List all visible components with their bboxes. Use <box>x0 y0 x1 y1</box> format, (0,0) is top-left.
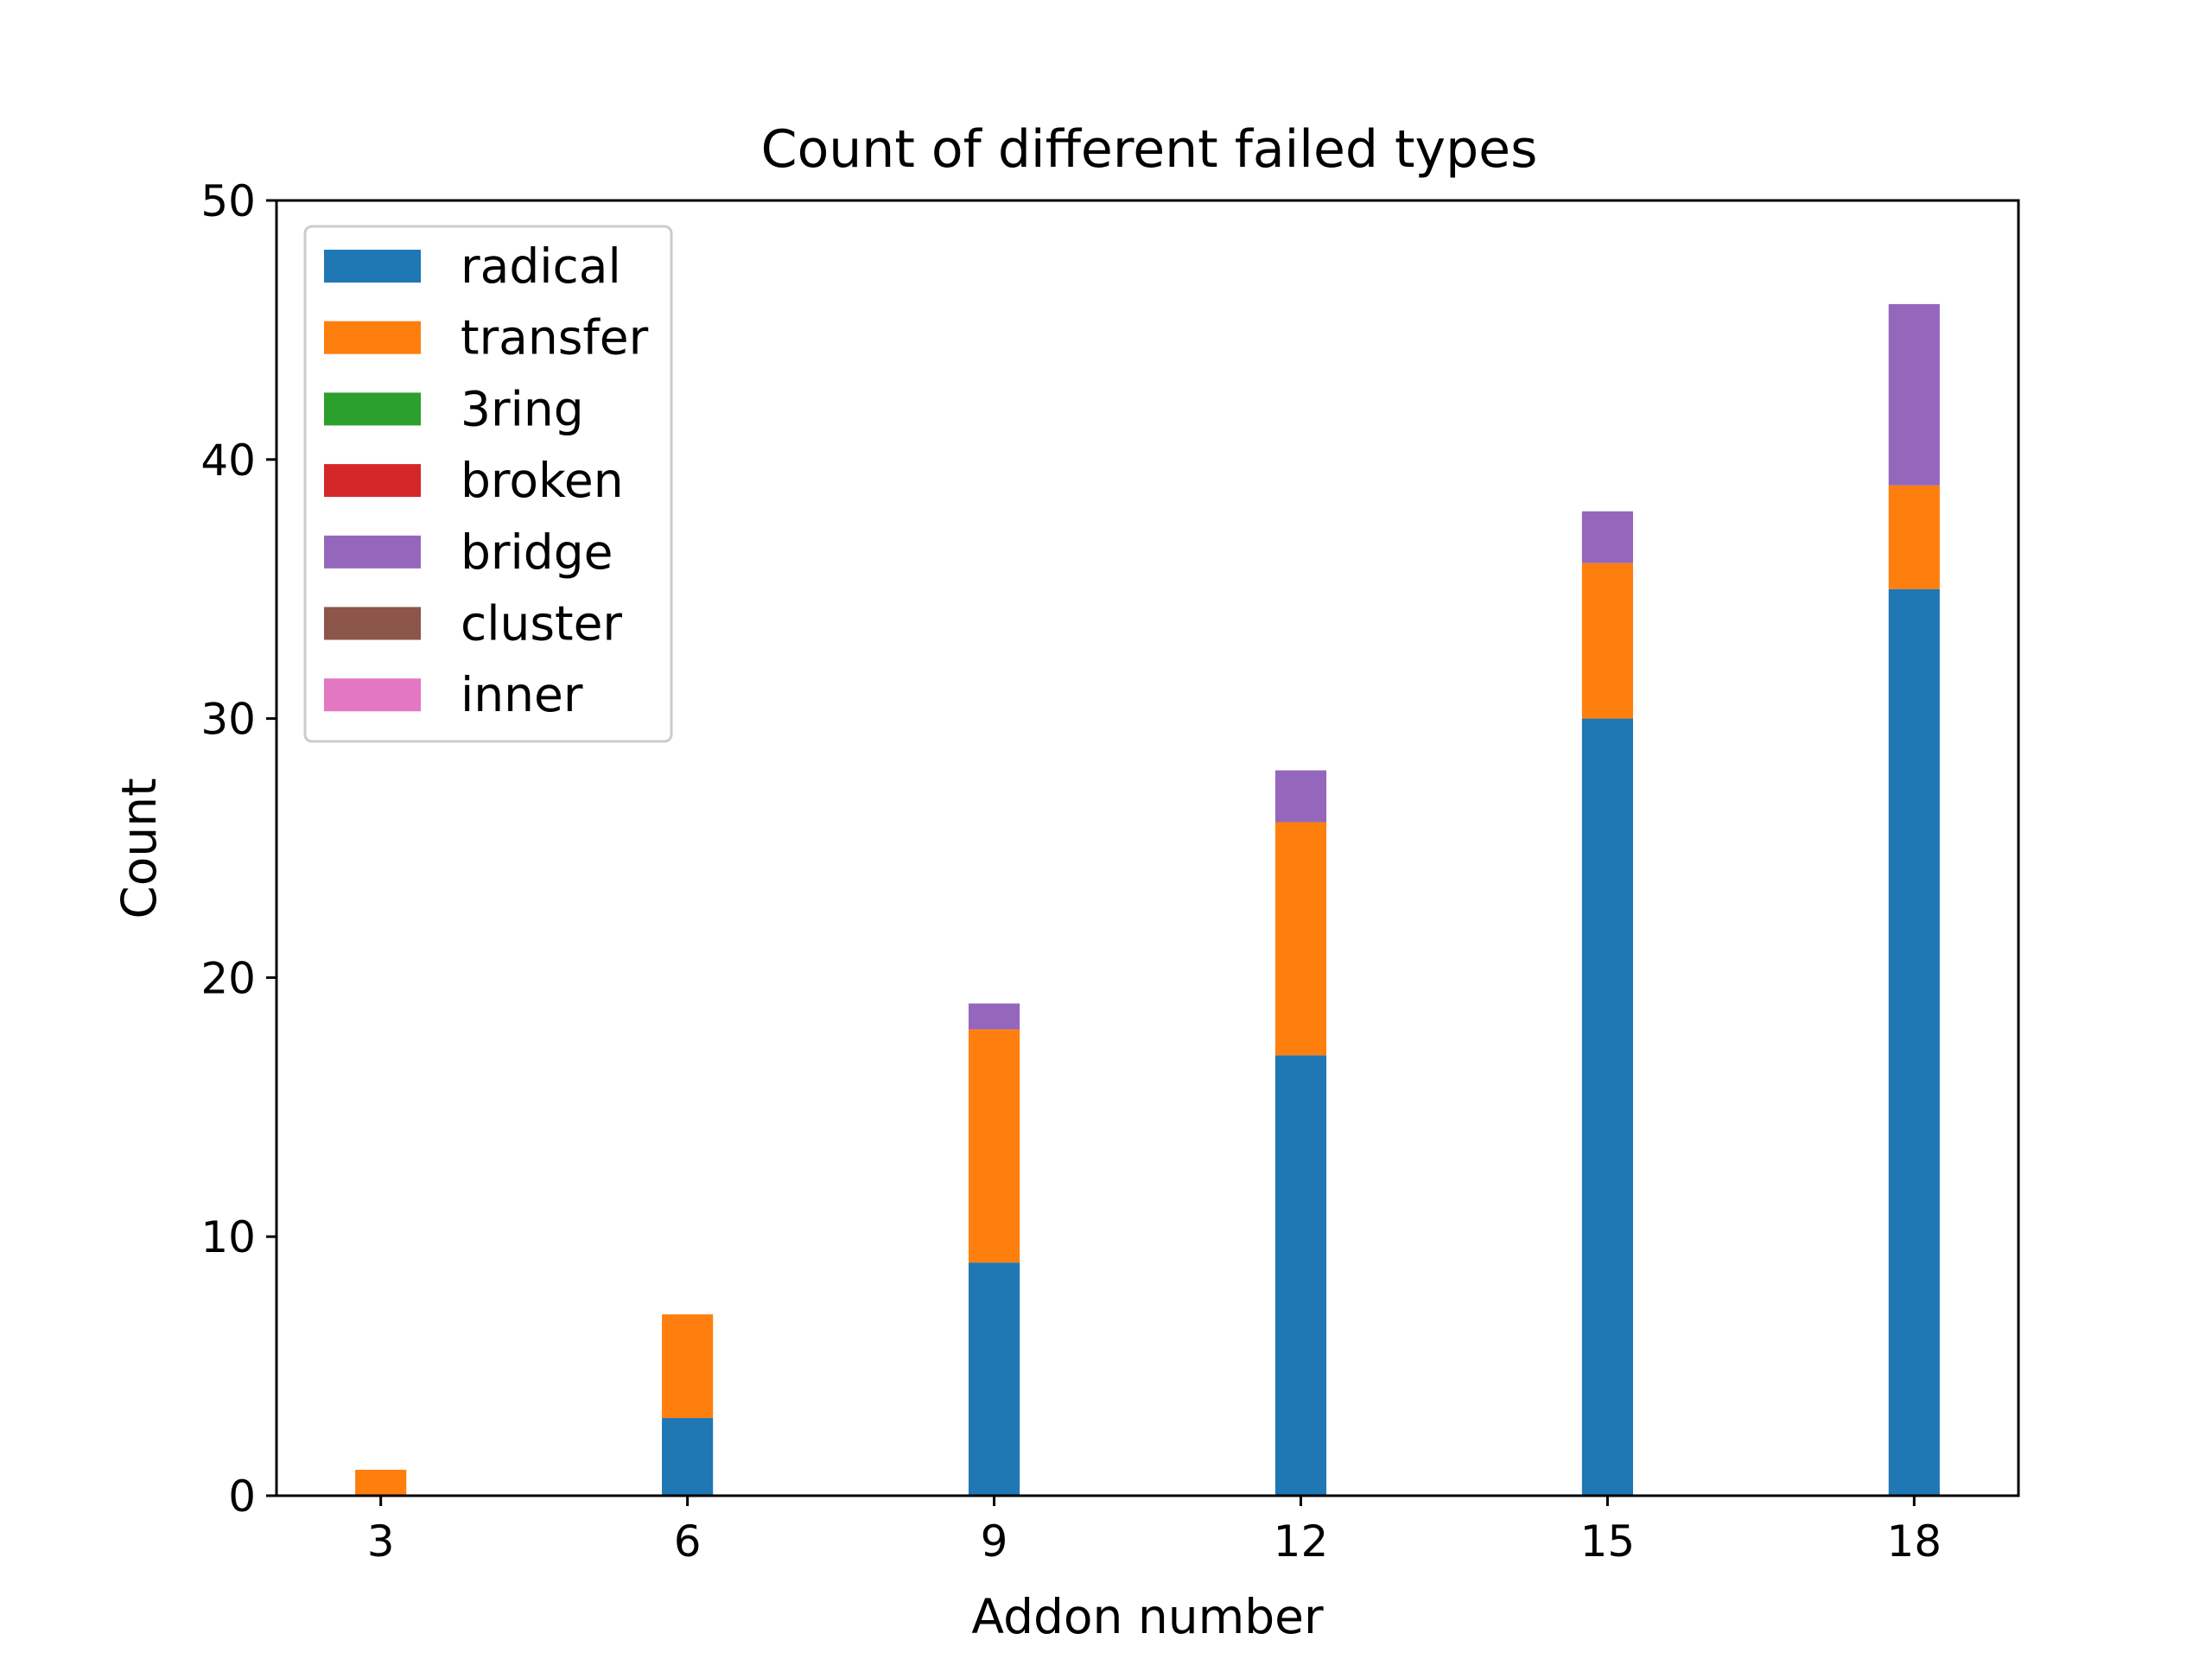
legend-label-cluster: cluster <box>461 596 622 652</box>
y-tick-label: 50 <box>200 176 256 226</box>
y-tick-label: 0 <box>228 1471 256 1522</box>
legend-label-inner: inner <box>461 667 583 722</box>
bar-bridge-12 <box>1274 770 1327 823</box>
legend: radical transfer 3ring broken bridge cluster i… <box>303 225 673 743</box>
bar-radical-15 <box>1581 718 1633 1496</box>
x-tick-label: 18 <box>1887 1516 1942 1567</box>
bar-transfer-6 <box>662 1314 714 1419</box>
legend-label-transfer: transfer <box>461 310 649 365</box>
x-tick-label: 15 <box>1580 1516 1636 1567</box>
x-axis-label: Addon number <box>971 1589 1324 1644</box>
legend-label-3ring: 3ring <box>461 381 584 436</box>
legend-swatch-bridge <box>324 535 421 569</box>
legend-swatch-transfer <box>324 321 421 354</box>
y-axis-label: Count <box>111 778 167 918</box>
x-tick-label: 3 <box>367 1516 395 1567</box>
bar-radical-12 <box>1274 1055 1327 1496</box>
bar-transfer-9 <box>968 1029 1020 1263</box>
x-axis-ticks: 3 6 9 12 15 18 <box>367 1496 1942 1567</box>
bar-transfer-18 <box>1888 485 1940 589</box>
plot-area-frame <box>275 199 2020 1497</box>
x-tick-label: 9 <box>981 1516 1008 1567</box>
legend-swatch-inner <box>324 678 421 712</box>
bar-transfer-12 <box>1274 822 1327 1056</box>
legend-label-bridge: bridge <box>461 524 613 580</box>
legend-swatch-broken <box>324 464 421 498</box>
y-tick-label: 10 <box>200 1212 256 1262</box>
bar-bridge-9 <box>968 1003 1020 1030</box>
y-axis-ticks: 0 10 20 30 40 50 <box>200 176 276 1522</box>
bar-transfer-3 <box>355 1470 407 1496</box>
y-tick-label: 20 <box>200 953 256 1003</box>
bar-bridge-18 <box>1888 303 1940 486</box>
bar-radical-6 <box>662 1418 714 1496</box>
legend-label-radical: radical <box>461 238 621 294</box>
bar-radical-9 <box>968 1262 1020 1496</box>
legend-swatch-cluster <box>324 607 421 640</box>
bar-radical-18 <box>1888 588 1940 1497</box>
y-tick-label: 40 <box>200 435 256 486</box>
bar-bridge-15 <box>1581 511 1633 563</box>
legend-items: radical transfer 3ring broken bridge cluster i… <box>324 238 649 722</box>
bars-group <box>355 303 1940 1497</box>
chart-title: Count of different failed types <box>761 119 1538 180</box>
y-tick-label: 30 <box>200 695 256 745</box>
bar-transfer-15 <box>1581 563 1633 719</box>
legend-label-broken: broken <box>461 453 624 508</box>
legend-swatch-3ring <box>324 392 421 426</box>
legend-swatch-radical <box>324 250 421 283</box>
x-tick-label: 6 <box>674 1516 702 1567</box>
x-tick-label: 12 <box>1274 1516 1329 1567</box>
